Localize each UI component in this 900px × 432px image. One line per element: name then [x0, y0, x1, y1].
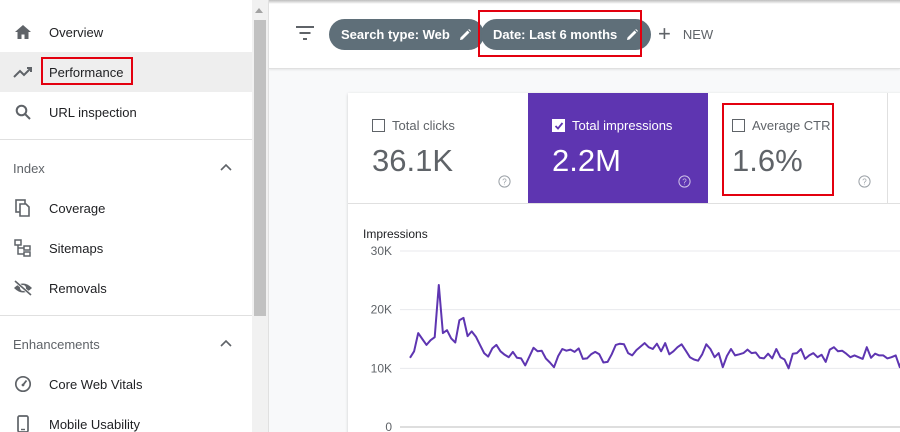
trending-up-icon: [13, 62, 33, 82]
metric-value: 36.1K: [372, 143, 454, 178]
sidebar-item-label: Core Web Vitals: [49, 376, 143, 392]
metric-label: Total clicks: [392, 118, 455, 133]
search-icon: [13, 102, 33, 122]
home-icon: [13, 22, 33, 42]
chevron-up-icon: [219, 161, 233, 175]
chart-ylabel: Impressions: [363, 227, 428, 241]
chip-label: Search type: Web: [341, 27, 450, 42]
help-icon[interactable]: ?: [858, 175, 871, 188]
sidebar-item-label: Coverage: [49, 200, 106, 216]
y-tick-label: 10K: [371, 361, 392, 375]
metric-value: 2.2M: [552, 143, 621, 178]
section-header-index[interactable]: Index: [0, 148, 252, 188]
date-range-chip[interactable]: Date: Last 6 months: [481, 19, 652, 50]
section-title: Index: [13, 161, 45, 176]
help-icon[interactable]: ?: [498, 175, 511, 188]
performance-card: Total clicks 36.1K ? Total impressions 2…: [348, 93, 900, 432]
metric-average-ctr[interactable]: Average CTR 1.6% ?: [708, 93, 888, 203]
eye-off-icon: [13, 278, 33, 298]
sidebar-item-label: Overview: [49, 24, 104, 40]
checkbox-unchecked-icon[interactable]: [732, 119, 745, 132]
new-filter-button[interactable]: + NEW: [658, 22, 713, 46]
main-content: Search type: Web Date: Last 6 months + N…: [269, 0, 900, 432]
sidebar-item-label: Removals: [49, 280, 107, 296]
sidebar-item-url-inspection[interactable]: URL inspection: [0, 92, 252, 132]
metric-total-clicks[interactable]: Total clicks 36.1K ?: [348, 93, 528, 203]
section-title: Enhancements: [13, 337, 100, 352]
series-line-impressions[interactable]: [409, 284, 900, 370]
sidebar-item-mobile-usability[interactable]: Mobile Usability: [0, 404, 252, 432]
sidebar-item-label: Mobile Usability: [49, 416, 141, 432]
new-button-label: NEW: [682, 26, 714, 42]
toolbar-shadow: [269, 0, 900, 4]
phone-icon: [13, 414, 33, 432]
highlight-box-date: [478, 10, 642, 57]
search-type-chip[interactable]: Search type: Web: [329, 19, 484, 50]
highlight-box-performance: [41, 57, 133, 85]
metric-header: Total impressions: [552, 118, 672, 133]
section-header-enhancements[interactable]: Enhancements: [0, 324, 252, 364]
edit-pencil-icon: [625, 28, 639, 42]
sidebar-scrollbar-thumb[interactable]: [254, 20, 266, 316]
filter-toolbar: Search type: Web Date: Last 6 months + N…: [269, 0, 900, 69]
y-tick-label: 0: [385, 420, 392, 432]
y-tick-label: 20K: [371, 303, 392, 317]
sidebar-item-core-web-vitals[interactable]: Core Web Vitals: [0, 364, 252, 404]
metric-total-impressions[interactable]: Total impressions 2.2M ?: [528, 93, 708, 203]
sidebar-item-label: Performance: [49, 64, 124, 80]
metric-label: Total impressions: [572, 118, 673, 133]
y-tick-label: 30K: [371, 244, 392, 258]
impressions-chart[interactable]: 30K 20K 10K 0: [348, 233, 900, 432]
chevron-up-icon: [219, 337, 233, 351]
svg-text:?: ?: [682, 177, 687, 186]
gauge-icon: [13, 374, 33, 394]
highlight-box-ctr: [722, 103, 834, 196]
filter-list-icon[interactable]: [295, 25, 315, 43]
sidebar-nav: Overview Performance URL inspection Inde…: [0, 0, 252, 432]
sidebar-item-removals[interactable]: Removals: [0, 268, 252, 308]
checkbox-checked-icon[interactable]: [552, 119, 565, 132]
scroll-up-arrow-icon[interactable]: [255, 8, 263, 13]
plus-icon: +: [658, 21, 671, 46]
sidebar-item-label: Sitemaps: [49, 240, 104, 256]
edit-pencil-icon: [458, 28, 472, 42]
file-copy-icon: [13, 198, 33, 218]
sidebar-item-label: URL inspection: [49, 104, 137, 120]
checkbox-unchecked-icon[interactable]: [372, 119, 385, 132]
metric-header: Average CTR: [732, 118, 831, 133]
svg-text:?: ?: [862, 177, 867, 186]
divider: [348, 203, 900, 204]
sidebar-item-coverage[interactable]: Coverage: [0, 188, 252, 228]
divider: [0, 315, 252, 316]
sidebar-item-overview[interactable]: Overview: [0, 12, 252, 52]
sidebar-item-sitemaps[interactable]: Sitemaps: [0, 228, 252, 268]
divider: [0, 139, 252, 140]
chip-label: Date: Last 6 months: [493, 27, 618, 42]
metric-value: 1.6%: [732, 143, 803, 178]
metric-label: Average CTR: [752, 118, 831, 133]
help-icon[interactable]: ?: [678, 175, 691, 188]
sitemap-icon: [13, 238, 33, 258]
svg-text:?: ?: [502, 177, 507, 186]
metric-header: Total clicks: [372, 118, 455, 133]
